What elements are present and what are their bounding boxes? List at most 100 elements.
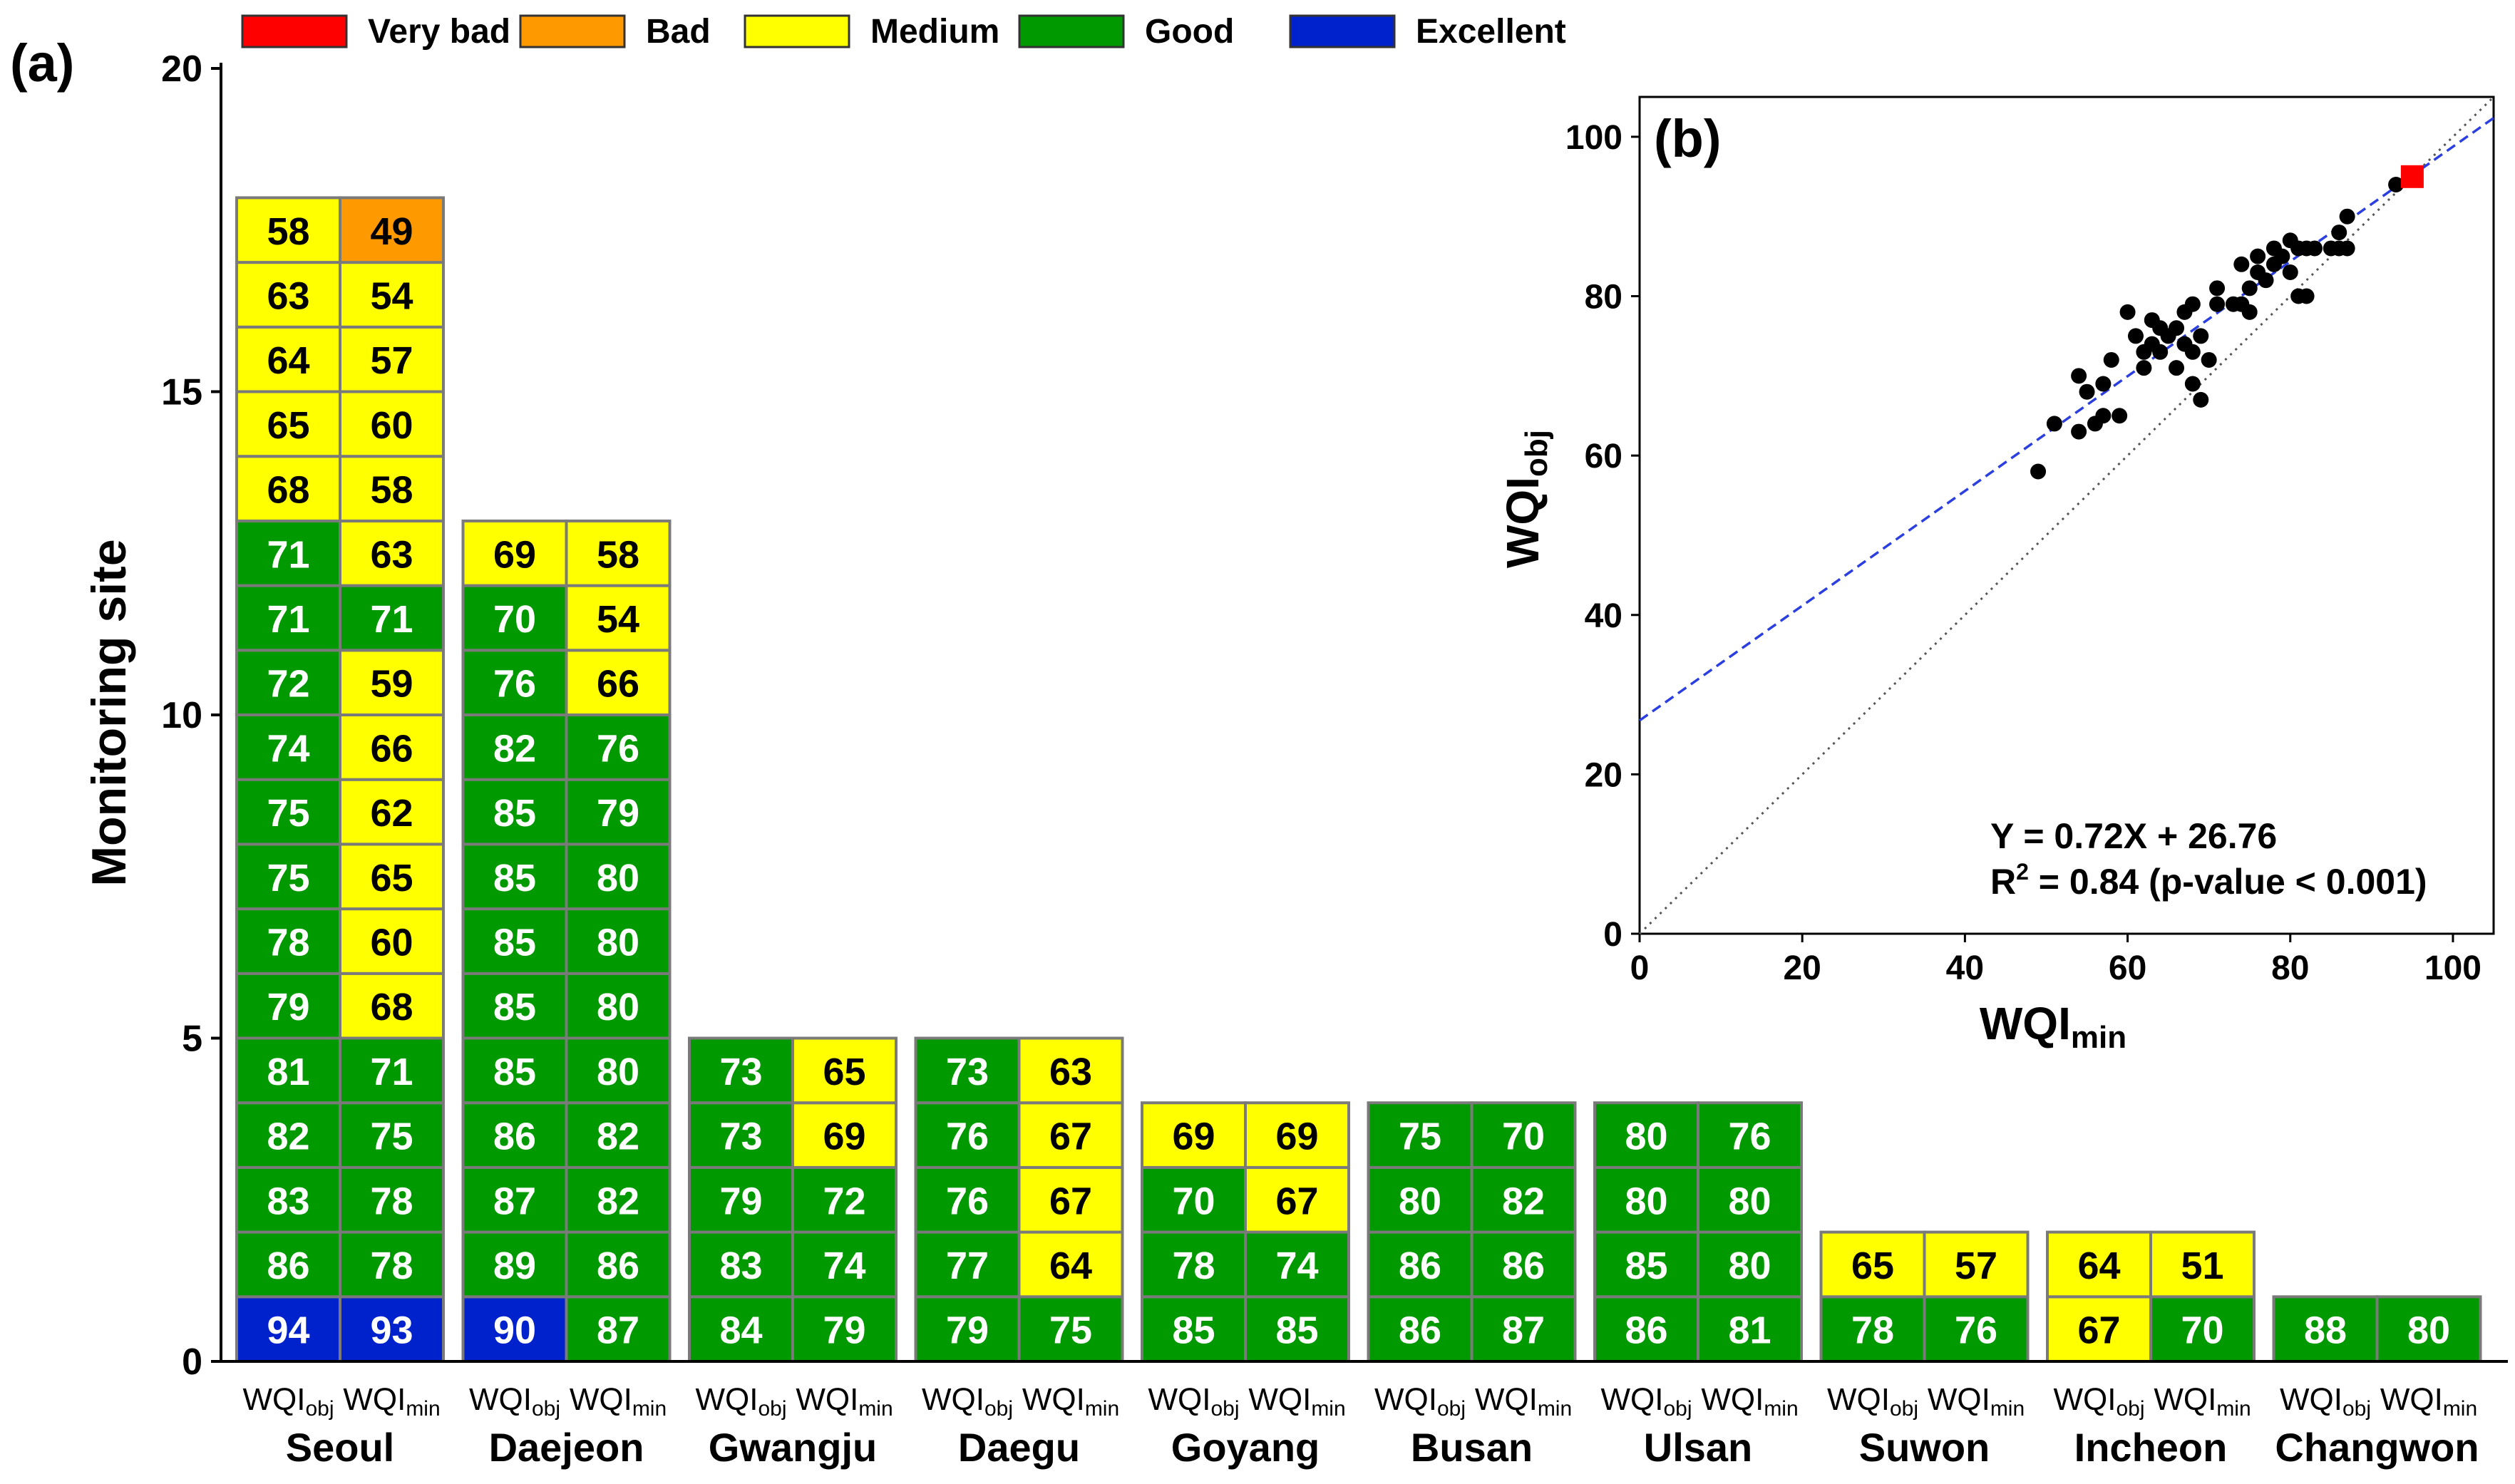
grid-cell: [565, 1101, 672, 1169]
scatter-x-title-sub: min: [2071, 1020, 2126, 1055]
y-tick-label: 20: [161, 48, 202, 90]
cell-value: 86: [493, 1115, 536, 1158]
grid-cell: [2046, 1230, 2152, 1299]
grid-cell: [1593, 1295, 1699, 1364]
regression-equation: Y = 0.72X + 26.76: [1990, 816, 2277, 856]
city-label: Changwon: [2275, 1425, 2479, 1470]
cell-value: 63: [370, 533, 413, 576]
grid-cell: [688, 1036, 794, 1105]
grid-cell: [1923, 1295, 2030, 1364]
cell-value: 89: [493, 1245, 536, 1287]
city-group-daejeon: 90 89 87 86 85 85 85 85 85 82 76 70 69 87 86 82 82 80 80 80…: [461, 519, 672, 1364]
cell-value: 82: [267, 1115, 309, 1158]
cell-value: 85: [493, 1051, 536, 1093]
grid-cell: [791, 1101, 898, 1169]
cell-value: 66: [597, 663, 639, 706]
scatter-point: [2233, 256, 2250, 272]
grid-cell: [235, 1036, 341, 1105]
scatter-point: [2193, 391, 2209, 408]
cell-value: 76: [946, 1115, 989, 1158]
grid-cell: [2046, 1295, 2152, 1364]
cell-value: 80: [1728, 1180, 1771, 1222]
column-label-wqi-obj: WQIobj: [1148, 1382, 1239, 1421]
grid-cell: [565, 1230, 672, 1299]
cell-value: 76: [1728, 1115, 1771, 1158]
grid-cell: [339, 390, 445, 458]
cell-value: 57: [370, 339, 413, 382]
y-axis-title: Monitoring site: [82, 539, 136, 886]
grid-cell: [1244, 1101, 1350, 1169]
city-group-incheon: 67 64 70 51: [2046, 1230, 2256, 1364]
column-label-wqi-min: WQImin: [1022, 1382, 1119, 1421]
grid-cell: [235, 778, 341, 846]
grid-cell: [565, 843, 672, 911]
cell-value: 80: [597, 1051, 639, 1093]
cell-value: 86: [597, 1245, 639, 1287]
cell-value: 70: [2181, 1309, 2223, 1352]
cell-value: 59: [370, 663, 413, 706]
grid-cell: [1244, 1230, 1350, 1299]
y-tick-label: 0: [182, 1341, 202, 1383]
cell-value: 69: [1275, 1115, 1318, 1158]
cell-value: 74: [1275, 1245, 1318, 1287]
scatter-ticks: 0 20 40 60 80 100 0 20 40 60 80 100: [1565, 119, 2481, 987]
scatter-x-tick-label: 0: [1630, 949, 1650, 987]
grid-cell: [339, 455, 445, 522]
cell-value: 77: [946, 1245, 989, 1287]
scatter-y-tick-label: 40: [1585, 597, 1622, 635]
cell-value: 87: [597, 1309, 639, 1352]
scatter-point: [2282, 264, 2298, 280]
cell-value: 80: [1728, 1245, 1771, 1287]
cell-value: 78: [267, 921, 309, 964]
grid-cell: [688, 1230, 794, 1299]
grid-cell: [1017, 1101, 1124, 1169]
legend-label: Good: [1145, 13, 1234, 51]
scatter-point: [2103, 351, 2119, 368]
grid-cell: [688, 1165, 794, 1234]
scatter-x-tick-label: 20: [1783, 949, 1821, 987]
cell-value: 71: [370, 1051, 413, 1093]
scatter-point: [2079, 383, 2095, 400]
grid-cell: [235, 843, 341, 911]
scatter-x-title: WQImin: [1980, 998, 2126, 1055]
grid-cell: [1367, 1165, 1473, 1234]
grid-cell: [565, 778, 672, 846]
cell-value: 70: [1172, 1180, 1215, 1222]
cell-value: 72: [823, 1180, 865, 1222]
scatter-point: [2201, 351, 2217, 368]
cell-value: 90: [493, 1309, 536, 1352]
grid-cell: [339, 1101, 445, 1169]
grid-cell: [1470, 1230, 1577, 1299]
column-label-wqi-obj: WQIobj: [922, 1382, 1013, 1421]
grid-cell: [1819, 1295, 1926, 1364]
scatter-x-tick-label: 100: [2424, 949, 2481, 987]
cell-value: 60: [370, 921, 413, 964]
cell-value: 85: [493, 857, 536, 900]
regression-r2: R2 = 0.84 (p-value < 0.001): [1990, 859, 2427, 902]
column-label-wqi-min: WQImin: [1928, 1382, 2025, 1421]
cell-value: 79: [267, 986, 309, 1029]
grid-cell: [1367, 1101, 1473, 1169]
grid-cell: [235, 196, 341, 264]
cell-value: 71: [370, 598, 413, 641]
legend-label: Bad: [646, 13, 711, 51]
cell-value: 75: [267, 792, 309, 835]
cell-value: 78: [370, 1245, 413, 1287]
cell-value: 62: [370, 792, 413, 835]
grid-cell: [461, 1230, 568, 1299]
grid-cell: [339, 907, 445, 975]
cell-value: 65: [823, 1051, 865, 1093]
column-label-wqi-obj: WQIobj: [2280, 1382, 2371, 1421]
cell-value: 67: [1049, 1180, 1092, 1222]
grid-cell: [1017, 1230, 1124, 1299]
grid-cell: [791, 1230, 898, 1299]
city-label: Suwon: [1859, 1425, 1990, 1470]
cell-value: 64: [2077, 1245, 2120, 1287]
grid-cell: [1017, 1036, 1124, 1105]
cell-value: 66: [370, 727, 413, 770]
cell-value: 80: [1625, 1180, 1667, 1222]
column-label-wqi-min: WQImin: [796, 1382, 893, 1421]
scatter-point: [2127, 328, 2144, 344]
